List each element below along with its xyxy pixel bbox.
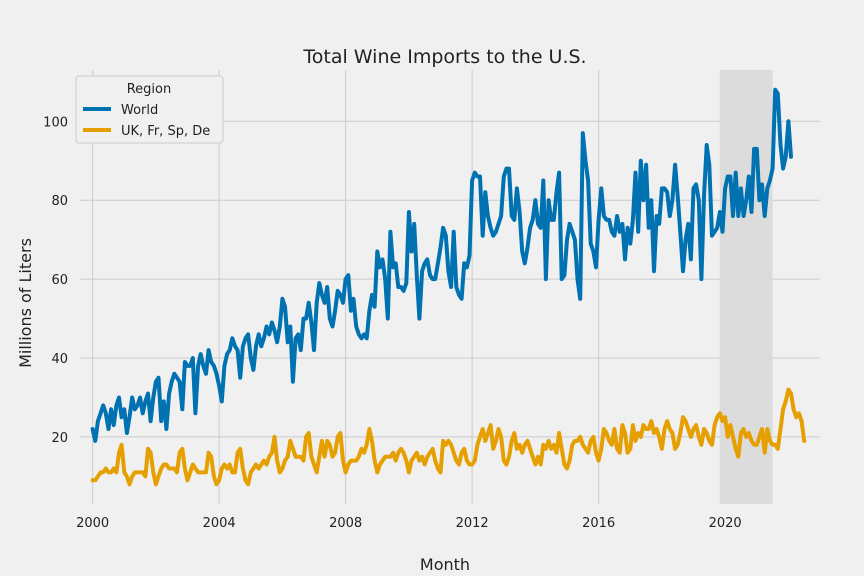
legend: Region World UK, Fr, Sp, De [75,75,224,144]
x-axis-label: Month [420,555,470,574]
y-tick-label: 40 [51,352,68,367]
y-tick-label: 80 [51,194,68,209]
y-axis-ticks: 20 40 60 80 100 [43,115,68,446]
y-tick-label: 20 [51,431,68,446]
legend-box [75,75,224,144]
x-tick-label: 2000 [76,516,109,531]
x-axis-ticks: 2000 2004 2008 2012 2016 2020 [76,516,742,531]
legend-label-world: World [121,103,158,118]
y-axis-label: Millions of Liters [16,238,35,368]
series-line-world [90,87,793,443]
legend-title: Region [127,82,172,97]
series-line-ukfrspde [90,387,807,487]
series-lines [90,87,807,487]
x-tick-label: 2016 [582,516,615,531]
x-tick-label: 2020 [709,516,742,531]
y-tick-label: 100 [43,115,68,130]
x-tick-label: 2012 [456,516,489,531]
chart-title: Total Wine Imports to the U.S. [302,46,586,68]
x-tick-label: 2004 [203,516,236,531]
y-tick-label: 60 [51,273,68,288]
x-tick-label: 2008 [329,516,362,531]
legend-label-ukfrspde: UK, Fr, Sp, De [121,124,210,139]
